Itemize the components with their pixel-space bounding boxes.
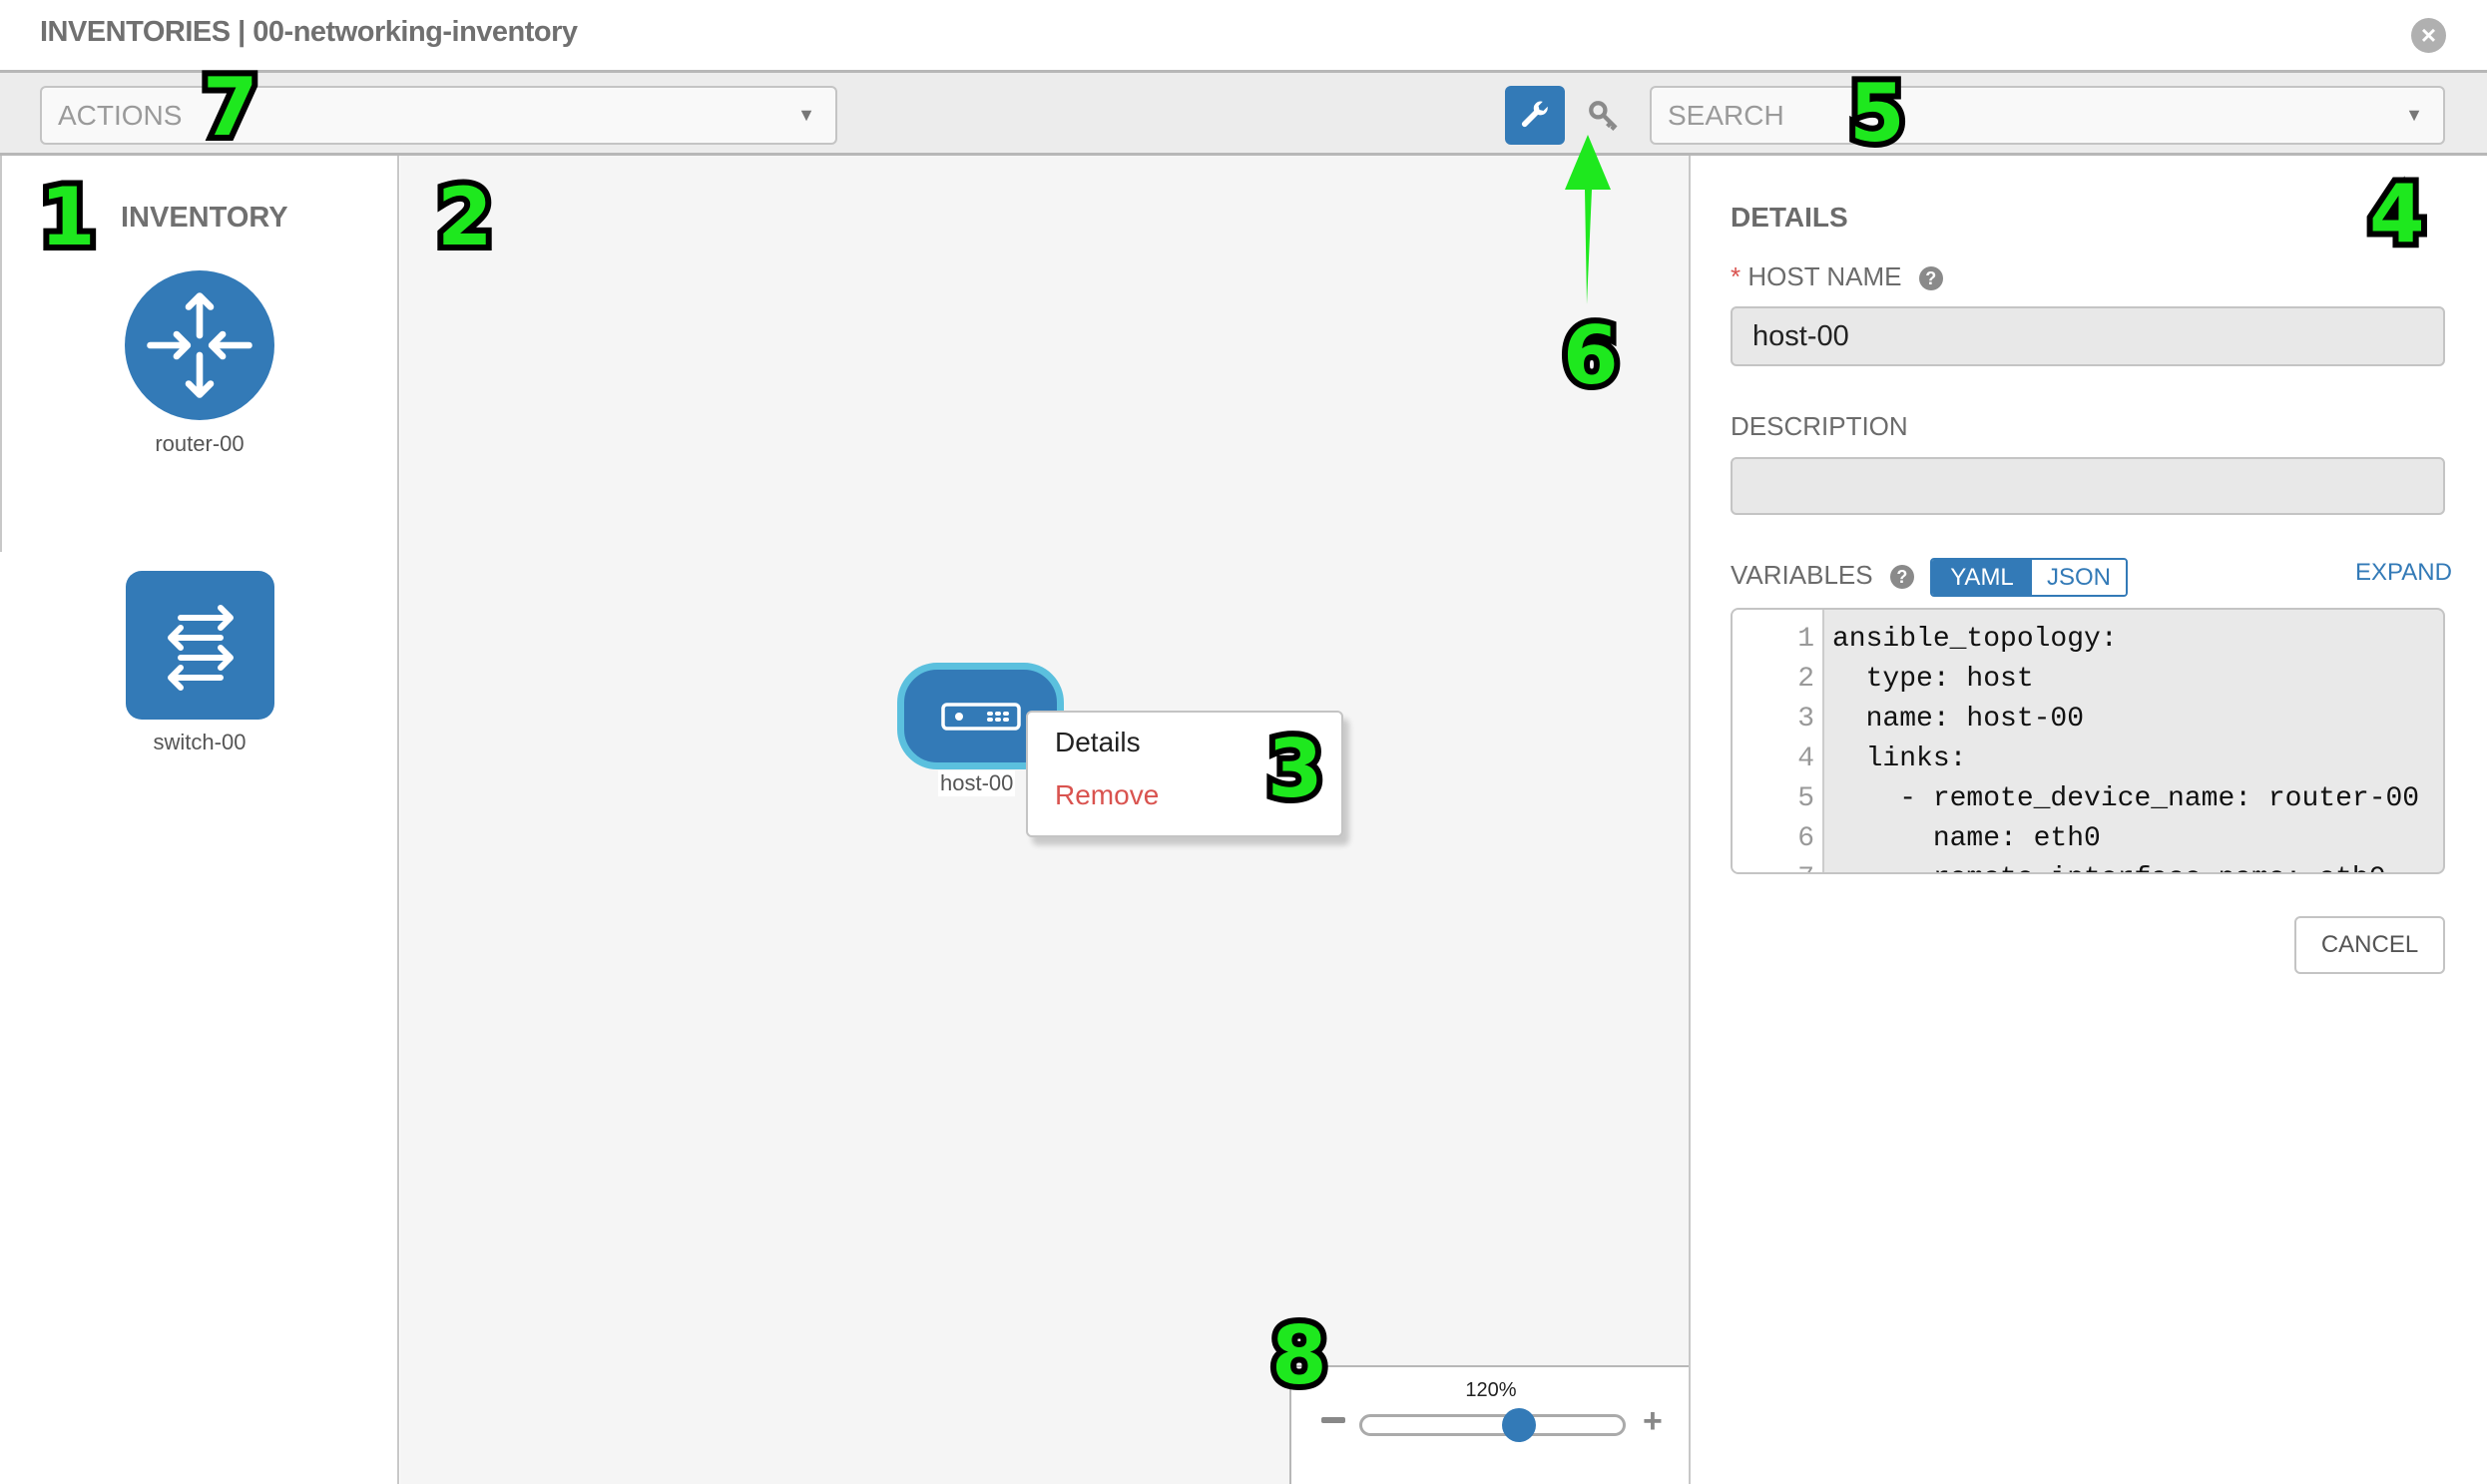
host-name-input[interactable]: host-00 bbox=[1731, 306, 2445, 366]
annotation-3: 3 bbox=[1261, 723, 1329, 815]
zoom-control: 120% + bbox=[1289, 1365, 1689, 1484]
zoom-level: 120% bbox=[1465, 1379, 1517, 1401]
format-toggle: YAML JSON bbox=[1930, 558, 2128, 597]
context-menu-details[interactable]: Details bbox=[1055, 727, 1141, 757]
title-bar: INVENTORIES | 00-networking-inventory × bbox=[0, 0, 2487, 73]
inventory-title: INVENTORY bbox=[121, 202, 288, 234]
chevron-down-icon: ▼ bbox=[797, 105, 815, 125]
code-line: - remote_device_name: router-00 bbox=[1832, 783, 2420, 814]
router-device[interactable] bbox=[125, 270, 274, 420]
panel-divider bbox=[0, 156, 2, 552]
context-menu: Details Remove bbox=[1026, 711, 1343, 837]
router-label: router-00 bbox=[155, 431, 245, 456]
variables-label-text: VARIABLES bbox=[1731, 560, 1873, 590]
zoom-in-icon[interactable]: + bbox=[1643, 1402, 1663, 1440]
wrench-icon bbox=[1521, 101, 1548, 127]
host-name-label: * HOST NAME ? bbox=[1731, 261, 1943, 292]
line-number: 4 bbox=[1797, 743, 1814, 774]
description-label: DESCRIPTION bbox=[1731, 411, 1908, 441]
annotation-8: 8 bbox=[1265, 1309, 1333, 1402]
close-icon[interactable]: × bbox=[2411, 18, 2446, 53]
details-title: DETAILS bbox=[1731, 202, 1848, 233]
help-icon[interactable]: ? bbox=[1889, 565, 1914, 590]
variables-label: VARIABLES ? bbox=[1731, 560, 1914, 591]
chevron-down-icon: ▼ bbox=[2405, 105, 2423, 125]
annotation-4: 4 bbox=[2363, 168, 2431, 260]
host-label: host-00 bbox=[938, 770, 1016, 796]
host-icon bbox=[940, 702, 1021, 731]
line-number: 6 bbox=[1797, 823, 1814, 854]
line-number: 5 bbox=[1797, 783, 1814, 814]
search-label: SEARCH bbox=[1668, 100, 1784, 131]
expand-link[interactable]: EXPAND bbox=[2355, 559, 2452, 586]
line-number: 1 bbox=[1797, 624, 1814, 655]
annotation-5: 5 bbox=[1843, 67, 1911, 160]
required-marker: * bbox=[1731, 261, 1741, 291]
actions-label: ACTIONS bbox=[58, 100, 183, 131]
search-dropdown[interactable]: SEARCH ▼ bbox=[1650, 86, 2445, 145]
switch-label: switch-00 bbox=[153, 730, 247, 754]
zoom-slider-thumb[interactable] bbox=[1502, 1408, 1537, 1442]
cancel-button[interactable]: CANCEL bbox=[2294, 916, 2445, 974]
actions-dropdown[interactable]: ACTIONS ▼ bbox=[40, 86, 837, 145]
page-title: INVENTORIES | 00-networking-inventory bbox=[40, 16, 578, 48]
host-name-label-text: HOST NAME bbox=[1747, 261, 1902, 291]
code-line: name: eth0 bbox=[1832, 823, 2101, 854]
key-icon bbox=[1589, 101, 1618, 131]
description-input[interactable] bbox=[1731, 457, 2445, 515]
line-number: 7 bbox=[1733, 859, 1814, 872]
variables-editor[interactable]: 1 ansible_topology: 2 type: host 3 name: ho… bbox=[1731, 608, 2445, 874]
wrench-button[interactable] bbox=[1505, 86, 1565, 145]
code-line: links: bbox=[1832, 743, 1967, 774]
zoom-slider[interactable] bbox=[1359, 1414, 1626, 1436]
annotation-1: 1 bbox=[34, 171, 102, 263]
context-menu-remove[interactable]: Remove bbox=[1055, 779, 1160, 810]
router-icon bbox=[147, 292, 252, 398]
json-toggle[interactable]: JSON bbox=[2032, 560, 2126, 595]
code-line: name: host-00 bbox=[1832, 704, 2085, 735]
switch-icon bbox=[167, 604, 234, 691]
annotation-7: 7 bbox=[197, 61, 264, 154]
help-icon[interactable]: ? bbox=[1918, 266, 1943, 291]
annotation-6: 6 bbox=[1557, 309, 1625, 402]
line-number: 2 bbox=[1797, 664, 1814, 695]
annotation-arrow-icon bbox=[1565, 135, 1611, 304]
code-line: remote_interface_name: eth0 bbox=[1832, 859, 2386, 872]
code-line: type: host bbox=[1832, 664, 2034, 695]
code-line: ansible_topology: bbox=[1832, 624, 2118, 655]
line-number-gutter bbox=[1733, 610, 1824, 872]
switch-device[interactable] bbox=[126, 571, 274, 720]
key-button[interactable] bbox=[1582, 96, 1626, 136]
zoom-out-icon[interactable] bbox=[1321, 1417, 1345, 1423]
annotation-2: 2 bbox=[431, 171, 499, 263]
yaml-toggle[interactable]: YAML bbox=[1932, 560, 2032, 595]
line-number: 3 bbox=[1797, 704, 1814, 735]
